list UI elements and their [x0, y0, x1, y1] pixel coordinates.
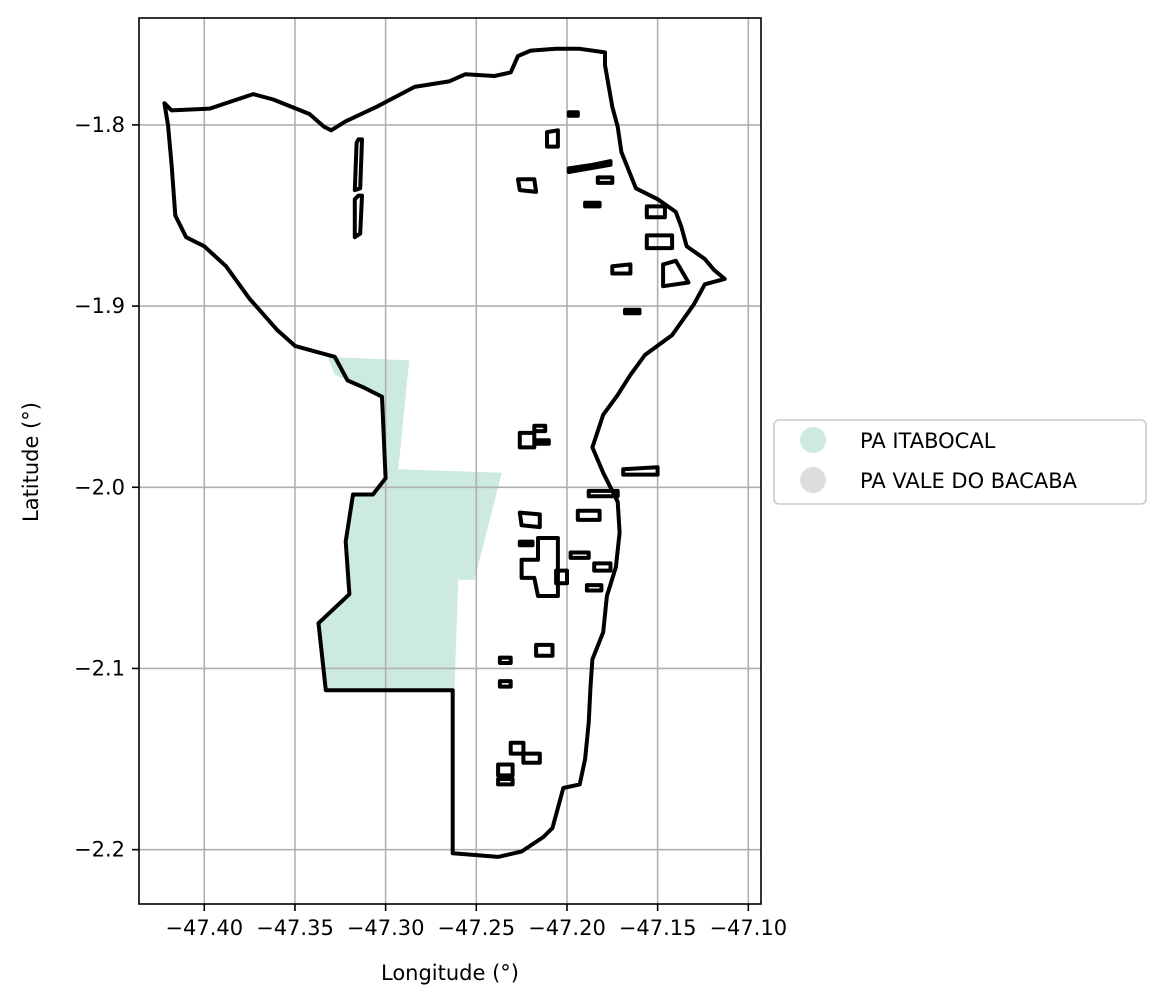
- legend: PA ITABOCAL PA VALE DO BACABA: [773, 419, 1147, 505]
- inner-parcel-boundary: [545, 128, 560, 149]
- inner-parcel-boundary: [595, 175, 615, 185]
- settlement-outer-boundary: [162, 46, 727, 859]
- inner-parcel-boundary: [497, 679, 513, 689]
- inner-parcel-boundary: [568, 550, 591, 560]
- inner-parcel-boundary: [517, 539, 535, 548]
- y-tick-label: −2.1: [74, 656, 125, 680]
- legend-marker: [800, 427, 826, 453]
- x-tick-label: −47.35: [256, 916, 334, 940]
- plot-background: [139, 18, 761, 904]
- y-tick-label: −2.0: [74, 475, 125, 499]
- x-tick-label: −47.25: [437, 916, 515, 940]
- inner-parcel-boundary: [592, 561, 613, 573]
- y-axis-label: Latitude (°): [19, 402, 43, 522]
- legend-entry-label: PA VALE DO BACABA: [860, 469, 1078, 493]
- inner-parcel-boundary: [566, 110, 580, 118]
- y-tick-label: −1.9: [74, 294, 125, 318]
- inner-parcel-boundary: [352, 137, 364, 193]
- itabocal-fill-region: [318, 356, 502, 691]
- legend-box: [773, 419, 1147, 505]
- y-tick-label: −2.2: [74, 838, 125, 862]
- x-tick-label: −47.40: [165, 916, 243, 940]
- inner-parcel-boundary: [496, 762, 515, 778]
- inner-parcel-boundary: [584, 583, 604, 593]
- inner-parcel-boundary: [534, 642, 555, 658]
- legend-marker: [800, 467, 826, 493]
- inner-parcel-boundary: [517, 430, 537, 450]
- inner-parcel-boundary: [517, 510, 542, 530]
- x-tick-label: −47.30: [347, 916, 425, 940]
- inner-parcel-boundary: [521, 751, 542, 765]
- inner-parcel-boundary: [644, 204, 667, 220]
- inner-parcel-boundary: [519, 536, 560, 598]
- inner-parcel-boundary: [497, 655, 513, 665]
- inner-parcel-boundary: [496, 777, 515, 787]
- inner-parcel-boundary: [661, 258, 691, 289]
- inner-parcel-boundary: [534, 438, 551, 446]
- x-tick-label: −47.15: [619, 916, 697, 940]
- x-tick-label: −47.20: [528, 916, 606, 940]
- inner-parcel-boundary: [644, 233, 675, 251]
- x-tick-label: −47.10: [709, 916, 787, 940]
- inner-parcel-boundary: [586, 488, 620, 499]
- inner-parcel-boundary: [566, 159, 613, 174]
- inner-parcel-boundary: [516, 177, 539, 194]
- inner-parcel-boundary: [575, 508, 602, 522]
- inner-parcel-boundary: [532, 423, 548, 434]
- legend-entry-label: PA ITABOCAL: [860, 429, 996, 453]
- inner-parcel-boundary: [621, 465, 660, 477]
- inner-parcel-boundary: [623, 307, 642, 316]
- plot-frame: [138, 17, 762, 905]
- y-tick-label: −1.8: [74, 113, 125, 137]
- inner-parcel-boundary: [583, 200, 602, 209]
- inner-parcel-boundary: [554, 568, 569, 586]
- plot-area: −47.40 −47.35 −47.30 −47.25 −47.20 −47.15 −47.…: [74, 17, 787, 940]
- inner-parcel-boundary: [352, 193, 364, 240]
- inner-parcel-boundary: [610, 262, 633, 276]
- x-axis-label: Longitude (°): [381, 961, 519, 985]
